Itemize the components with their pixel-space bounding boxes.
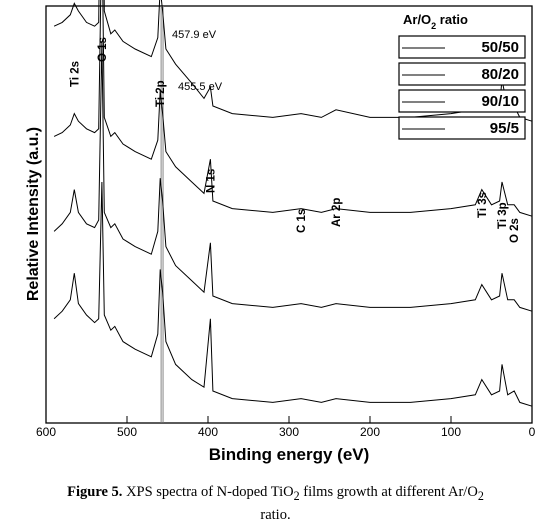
- caption-text-3: ratio.: [260, 506, 291, 523]
- spectra-series: [53, 0, 533, 407]
- peak-label: N 1s: [205, 169, 217, 193]
- caption-text-2: films growth at different Ar/O: [299, 484, 478, 500]
- legend: Ar/O2 ratio 50/50 80/20 90/10 95/5: [398, 12, 526, 140]
- legend-entry-label: 95/5: [490, 120, 519, 137]
- peak-label: O 2s: [509, 218, 521, 243]
- caption-text-1: XPS spectra of N-doped TiO: [122, 484, 294, 500]
- peak-label: Ti 2p: [155, 80, 167, 107]
- x-tick-label: 500: [117, 425, 137, 439]
- caption-sub-1: 2: [293, 488, 300, 503]
- x-tick-label: 100: [441, 425, 461, 439]
- peak-label: Ar 2p: [331, 198, 343, 227]
- x-axis-label: Binding energy (eV): [209, 445, 370, 464]
- legend-title-part: Ar/O: [403, 12, 431, 27]
- peak-label: Ti 3p: [497, 202, 509, 229]
- legend-entry-label: 80/20: [481, 66, 519, 83]
- legend-title-part: 2: [431, 21, 436, 31]
- legend-box: [398, 89, 526, 113]
- peak-label: Ti 2s: [69, 61, 81, 87]
- legend-box: [398, 35, 526, 59]
- x-tick-label: 200: [360, 425, 380, 439]
- peak-label: C 1s: [296, 209, 308, 233]
- peak-labels: Ti 2s O 1s Ti 2p N 1s C 1s Ar 2p Ti 3s Ti 3pO 2…: [69, 37, 521, 243]
- legend-box: [398, 62, 526, 86]
- x-tick-label: 400: [198, 425, 218, 439]
- peak-label: O 1s: [97, 37, 109, 62]
- x-tick-label: 300: [279, 425, 299, 439]
- reference-line-label: 457.9 eV: [172, 29, 217, 41]
- legend-entry-label: 50/50: [481, 39, 519, 56]
- legend-title: Ar/O2 ratio: [403, 12, 468, 31]
- caption-label: Figure 5.: [67, 484, 123, 500]
- x-tick-label: 600: [36, 425, 56, 439]
- peak-label: Ti 3s: [477, 192, 489, 218]
- caption-sub-2: 2: [477, 488, 484, 503]
- legend-title-part: ratio: [436, 12, 468, 27]
- reference-line-label: 455.5 eV: [178, 81, 223, 93]
- series-line: [53, 181, 533, 407]
- figure-caption: Figure 5. XPS spectra of N-doped TiO2 fi…: [0, 483, 551, 525]
- y-axis-label: Relative Intensity (a.u.): [25, 127, 42, 301]
- series-line: [53, 41, 533, 312]
- xps-chart: 457.9 eV 455.5 eV 600 500 400 300 200 100 0 Ti …: [25, 0, 536, 464]
- reference-lines: 457.9 eV 455.5 eV: [160, 6, 223, 423]
- series-line: [53, 0, 533, 217]
- legend-entry-label: 90/10: [481, 93, 519, 110]
- x-tick-label: 0: [529, 425, 536, 439]
- x-axis-ticks: 600 500 400 300 200 100 0: [36, 416, 536, 439]
- legend-box: [398, 116, 526, 140]
